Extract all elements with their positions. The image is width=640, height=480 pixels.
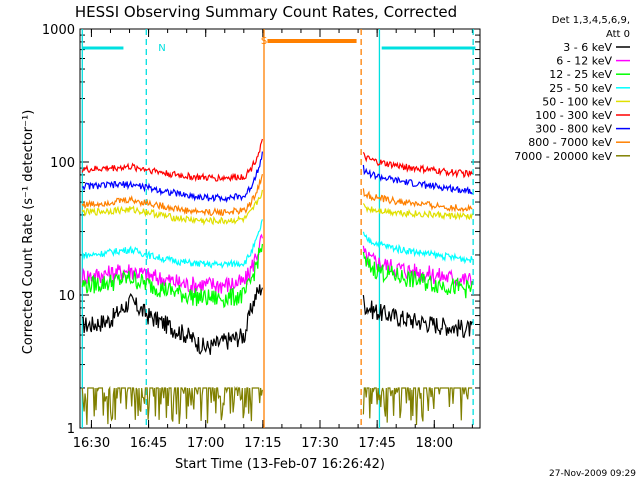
y-tick-label: 10 bbox=[58, 289, 75, 304]
legend-header-line-2: Att 0 bbox=[606, 29, 630, 40]
legend-label: 12 - 25 keV bbox=[549, 68, 612, 81]
series-line-8 bbox=[81, 173, 263, 217]
x-tick-label: 16:30 bbox=[73, 436, 110, 451]
series-line-7-post bbox=[362, 164, 473, 195]
legend-label: 3 - 6 keV bbox=[563, 41, 612, 54]
legend-label: 25 - 50 keV bbox=[549, 82, 612, 95]
y-ticks: 1 10 100 1000 bbox=[42, 23, 480, 437]
series-line-8-post bbox=[362, 188, 473, 213]
x-tick-label: 17:30 bbox=[301, 436, 338, 451]
legend-header-line-1: Det 1,3,4,5,6,9, bbox=[552, 15, 630, 26]
footer-date: 27-Nov-2009 09:29 bbox=[549, 469, 636, 479]
series-line-9 bbox=[81, 385, 263, 425]
plot-region: 16:30 16:45 17:00 17:15 17:30 17:45 18:00 1101… bbox=[42, 23, 481, 451]
y-tick-label: 1000 bbox=[42, 23, 75, 38]
legend-label: 300 - 800 keV bbox=[535, 123, 612, 136]
series-line-6 bbox=[81, 138, 263, 183]
marker-lines: NS bbox=[81, 29, 476, 428]
series-line-3-post bbox=[362, 251, 473, 299]
series-layer bbox=[81, 138, 473, 426]
series-line-2 bbox=[81, 233, 263, 295]
legend-label: 100 - 300 keV bbox=[535, 109, 612, 122]
series-line-1-post bbox=[362, 295, 473, 339]
series-line-4-post bbox=[362, 231, 473, 265]
series-line-5-post bbox=[362, 203, 473, 221]
series-line-6-post bbox=[362, 152, 473, 179]
y-tick-label: 1 bbox=[67, 422, 75, 437]
plot-frame bbox=[79, 28, 481, 429]
legend-label: 6 - 12 keV bbox=[556, 55, 612, 68]
x-ticks: 16:30 16:45 17:00 17:15 17:30 17:45 18:00 bbox=[73, 29, 473, 451]
chart-title: HESSI Observing Summary Count Rates, Cor… bbox=[75, 3, 457, 21]
x-tick-label: 17:00 bbox=[187, 436, 224, 451]
legend-label: 7000 - 20000 keV bbox=[514, 150, 612, 163]
series-line-9-post bbox=[362, 387, 473, 426]
series-line-5 bbox=[81, 189, 263, 226]
legend-label: 50 - 100 keV bbox=[542, 95, 612, 108]
night-flag-label: N bbox=[158, 43, 165, 54]
series-line-1 bbox=[82, 284, 263, 355]
x-tick-label: 18:00 bbox=[416, 436, 453, 451]
x-tick-label: 17:15 bbox=[244, 436, 281, 451]
x-axis-label: Start Time (13-Feb-07 16:26:42) bbox=[175, 457, 385, 472]
x-tick-label: 17:45 bbox=[358, 436, 395, 451]
x-tick-label: 16:45 bbox=[130, 436, 167, 451]
legend-label: 800 - 7000 keV bbox=[528, 136, 612, 149]
series-line-4 bbox=[82, 219, 263, 270]
series-line-7 bbox=[81, 151, 263, 204]
series-line-3 bbox=[81, 243, 263, 309]
y-axis-label: Corrected Count Rate (s⁻¹ detector⁻¹) bbox=[21, 110, 36, 355]
y-tick-label: 100 bbox=[50, 156, 75, 171]
